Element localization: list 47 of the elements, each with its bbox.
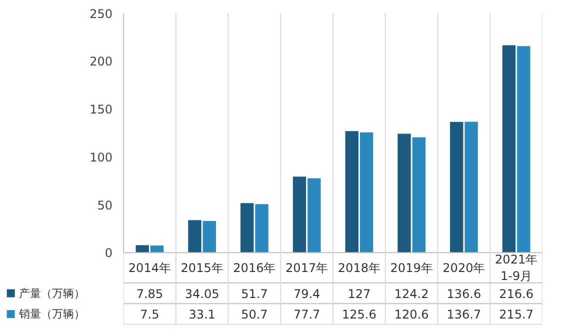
bar: [292, 176, 306, 253]
data-label: 7.5: [140, 308, 160, 322]
bar: [450, 122, 464, 253]
bar: [240, 203, 254, 253]
bar: [360, 132, 374, 253]
data-label: 7.85: [136, 286, 164, 301]
data-label: 50.7: [241, 308, 268, 322]
bar: [188, 220, 202, 253]
x-tick-label: 2016年: [233, 260, 276, 275]
y-tick-label: 150: [90, 102, 112, 117]
bar: [398, 134, 411, 253]
data-label: 79.4: [293, 286, 320, 301]
data-label: 34.05: [184, 286, 220, 301]
bar: [412, 137, 426, 253]
data-label: 120.6: [394, 308, 429, 322]
x-tick-label: 2021年 1-9月: [495, 252, 538, 284]
bar: [202, 220, 216, 253]
data-label: 33.1: [188, 308, 216, 322]
data-label: 125.6: [342, 308, 376, 322]
bar: [255, 204, 268, 253]
bar: [136, 245, 149, 253]
x-tick-label: 2017年: [286, 260, 328, 275]
data-label: 127: [348, 286, 371, 301]
x-tick-label: 2015年: [180, 260, 224, 275]
data-label: 77.7: [293, 308, 320, 322]
data-label: 136.6: [446, 286, 482, 301]
y-tick-label: 0: [104, 246, 113, 260]
y-tick-label: 50: [97, 198, 113, 212]
bar: [308, 178, 321, 253]
bar: [345, 131, 358, 253]
legend-label: 产量（万辆）: [18, 286, 85, 300]
data-label: 136.7: [446, 308, 482, 322]
data-label: 216.6: [499, 286, 534, 301]
bar: [464, 122, 478, 253]
x-tick-label: 2018年: [338, 260, 380, 275]
y-tick-label: 200: [90, 54, 112, 69]
x-tick-label: 2014年: [128, 260, 171, 275]
data-label: 124.2: [394, 286, 429, 301]
x-tick-label: 2019年: [390, 260, 433, 275]
data-label: 215.7: [499, 308, 534, 322]
y-tick-label: 250: [90, 6, 112, 21]
bar: [502, 45, 516, 253]
data-label: 51.7: [241, 286, 268, 301]
bar: [517, 46, 530, 253]
legend-label: 销量（万辆）: [18, 308, 85, 321]
x-tick-label: 2020年: [442, 260, 486, 275]
y-tick-label: 100: [90, 150, 112, 164]
